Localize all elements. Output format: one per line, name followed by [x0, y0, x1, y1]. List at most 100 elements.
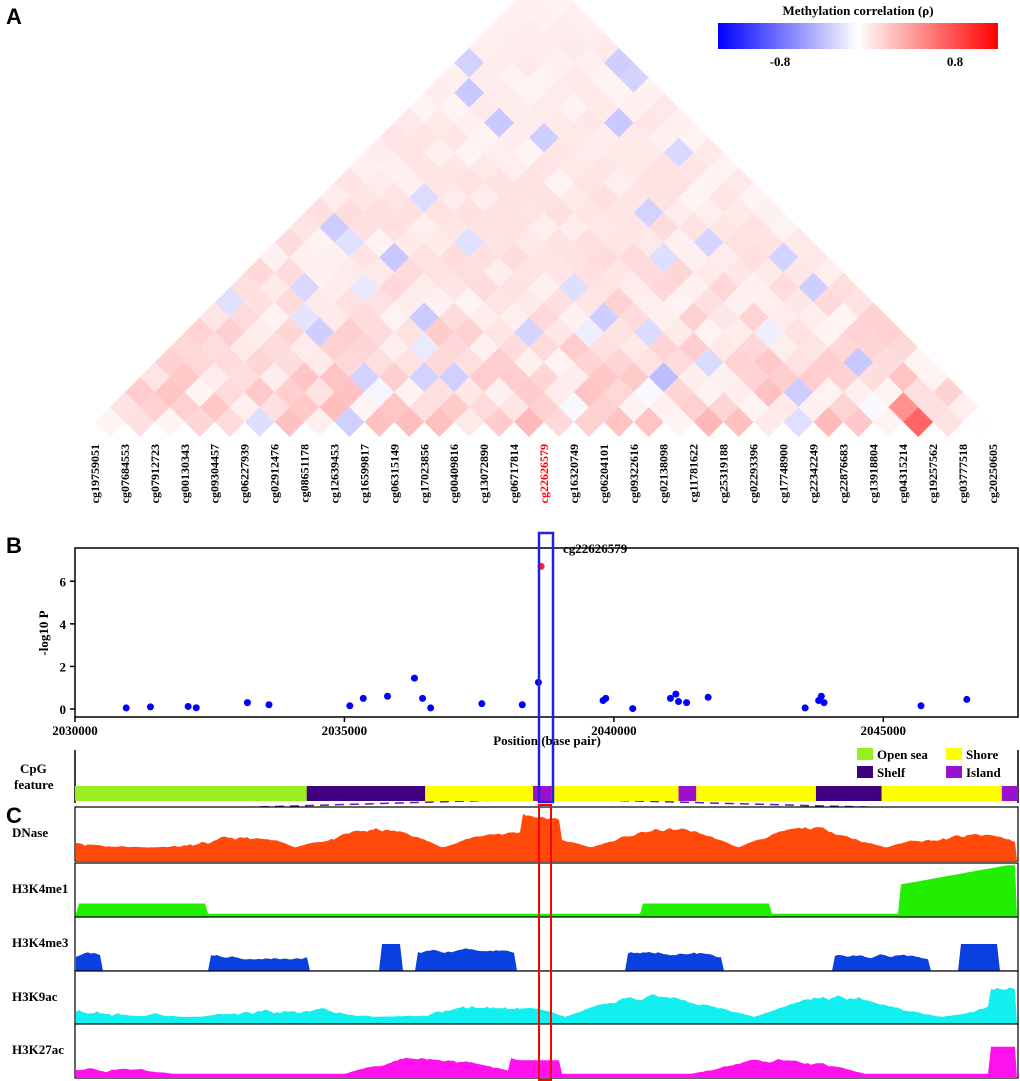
heatmap-cell — [529, 122, 559, 153]
heatmap-cell — [154, 377, 185, 408]
heatmap-cell — [499, 392, 530, 423]
heatmap-cell — [364, 227, 395, 258]
heatmap-cell — [753, 347, 784, 378]
heatmap-cell — [738, 212, 769, 243]
cpg-legend-label: Shore — [966, 747, 998, 762]
cpg-legend-label: Shelf — [877, 765, 906, 780]
heatmap-cell — [409, 92, 440, 123]
track-signal — [76, 865, 1017, 917]
heatmap-cell — [648, 242, 679, 273]
heatmap-cell — [334, 167, 365, 198]
heatmap-cell — [319, 212, 350, 243]
probe-label: cg06717814 — [507, 444, 521, 503]
heatmap-cell — [618, 332, 649, 363]
heatmap-cell — [469, 182, 500, 213]
heatmap-cell — [379, 242, 410, 273]
heatmap-cell — [484, 197, 515, 228]
heatmap-cell — [439, 212, 470, 243]
scatter-point — [359, 694, 367, 702]
heatmap-cell — [394, 227, 425, 258]
heatmap-cell — [693, 377, 724, 408]
heatmap-cell — [439, 272, 470, 303]
heatmap-cell — [289, 302, 320, 333]
heatmap-cell — [903, 377, 934, 408]
heatmap-cell — [424, 227, 455, 258]
heatmap-cell — [798, 302, 829, 333]
heatmap-cell — [379, 332, 410, 363]
heatmap-cell — [558, 122, 589, 153]
track-frame — [74, 862, 1019, 918]
heatmap-cell — [618, 122, 649, 153]
heatmap-cell — [109, 392, 140, 423]
heatmap-cell — [484, 317, 515, 348]
heatmap-cell — [379, 302, 410, 333]
colorbar-tick-pos: 0.8 — [947, 54, 964, 69]
heatmap-cell — [663, 287, 694, 318]
heatmap-cell — [454, 347, 485, 378]
heatmap-cell — [588, 272, 619, 303]
heatmap-cell — [514, 317, 544, 348]
probe-label: cg22876683 — [836, 444, 850, 503]
heatmap-cell — [738, 272, 769, 303]
cpg-segment — [1001, 786, 1018, 801]
heatmap-cell — [873, 407, 904, 437]
correlation-heatmap — [94, 0, 994, 437]
heatmap-cell — [843, 347, 874, 378]
heatmap-cell — [588, 302, 619, 333]
heatmap-cell — [319, 272, 350, 303]
y-tick-label: 0 — [60, 702, 67, 717]
heatmap-cell — [903, 407, 934, 437]
heatmap-cell — [454, 197, 485, 228]
heatmap-cell — [334, 197, 365, 228]
heatmap-cell — [514, 137, 544, 168]
heatmap-cell — [469, 272, 500, 303]
heatmap-cell — [379, 392, 410, 423]
cpg-label-line1: CpG — [20, 761, 47, 776]
heatmap-cell — [364, 377, 395, 408]
heatmap-cell — [484, 347, 515, 378]
heatmap-cell — [529, 362, 559, 393]
heatmap-cell — [678, 242, 709, 273]
heatmap-cell — [454, 407, 485, 437]
heatmap-cell — [873, 377, 904, 408]
colorbar-gradient — [718, 23, 998, 49]
heatmap-cell — [394, 197, 425, 228]
heatmap-cell — [918, 362, 949, 393]
heatmap-cell — [349, 362, 380, 393]
heatmap-cell — [124, 377, 155, 408]
heatmap-cell — [678, 152, 709, 183]
heatmap-cell — [244, 407, 275, 437]
heatmap-cell — [588, 62, 619, 93]
heatmap-cell — [753, 407, 784, 437]
heatmap-cell — [484, 287, 515, 318]
scatter-point — [192, 704, 200, 712]
probe-label: cg00130343 — [178, 444, 192, 503]
heatmap-cell — [514, 77, 544, 108]
heatmap-cell — [424, 317, 455, 348]
heatmap-cell — [603, 407, 634, 437]
heatmap-cell — [588, 92, 619, 123]
heatmap-cell — [828, 392, 859, 423]
heatmap-cell — [843, 377, 874, 408]
heatmap-cell — [544, 0, 574, 18]
heatmap-cell — [514, 377, 544, 408]
heatmap-cell — [484, 377, 515, 408]
scatter-point — [602, 694, 610, 702]
heatmap-cell — [214, 407, 245, 437]
y-tick-label: 6 — [60, 574, 67, 589]
heatmap-cell — [289, 392, 320, 423]
heatmap-cell — [813, 407, 844, 437]
heatmap-cell — [544, 407, 574, 437]
scatter-point — [122, 704, 130, 712]
heatmap-cell — [229, 362, 260, 393]
highlight-box-blue — [537, 531, 555, 804]
track-label: H3K4me3 — [12, 935, 69, 950]
colorbar: Methylation correlation (ρ) -0.8 0.8 — [718, 3, 998, 69]
heatmap-cell — [409, 242, 440, 273]
heatmap-cell — [529, 302, 559, 333]
probe-label: cg08651178 — [298, 444, 312, 503]
heatmap-cell — [708, 392, 739, 423]
probe-label: cg09322616 — [627, 444, 641, 503]
heatmap-cell — [948, 392, 979, 423]
heatmap-cell — [349, 152, 380, 183]
